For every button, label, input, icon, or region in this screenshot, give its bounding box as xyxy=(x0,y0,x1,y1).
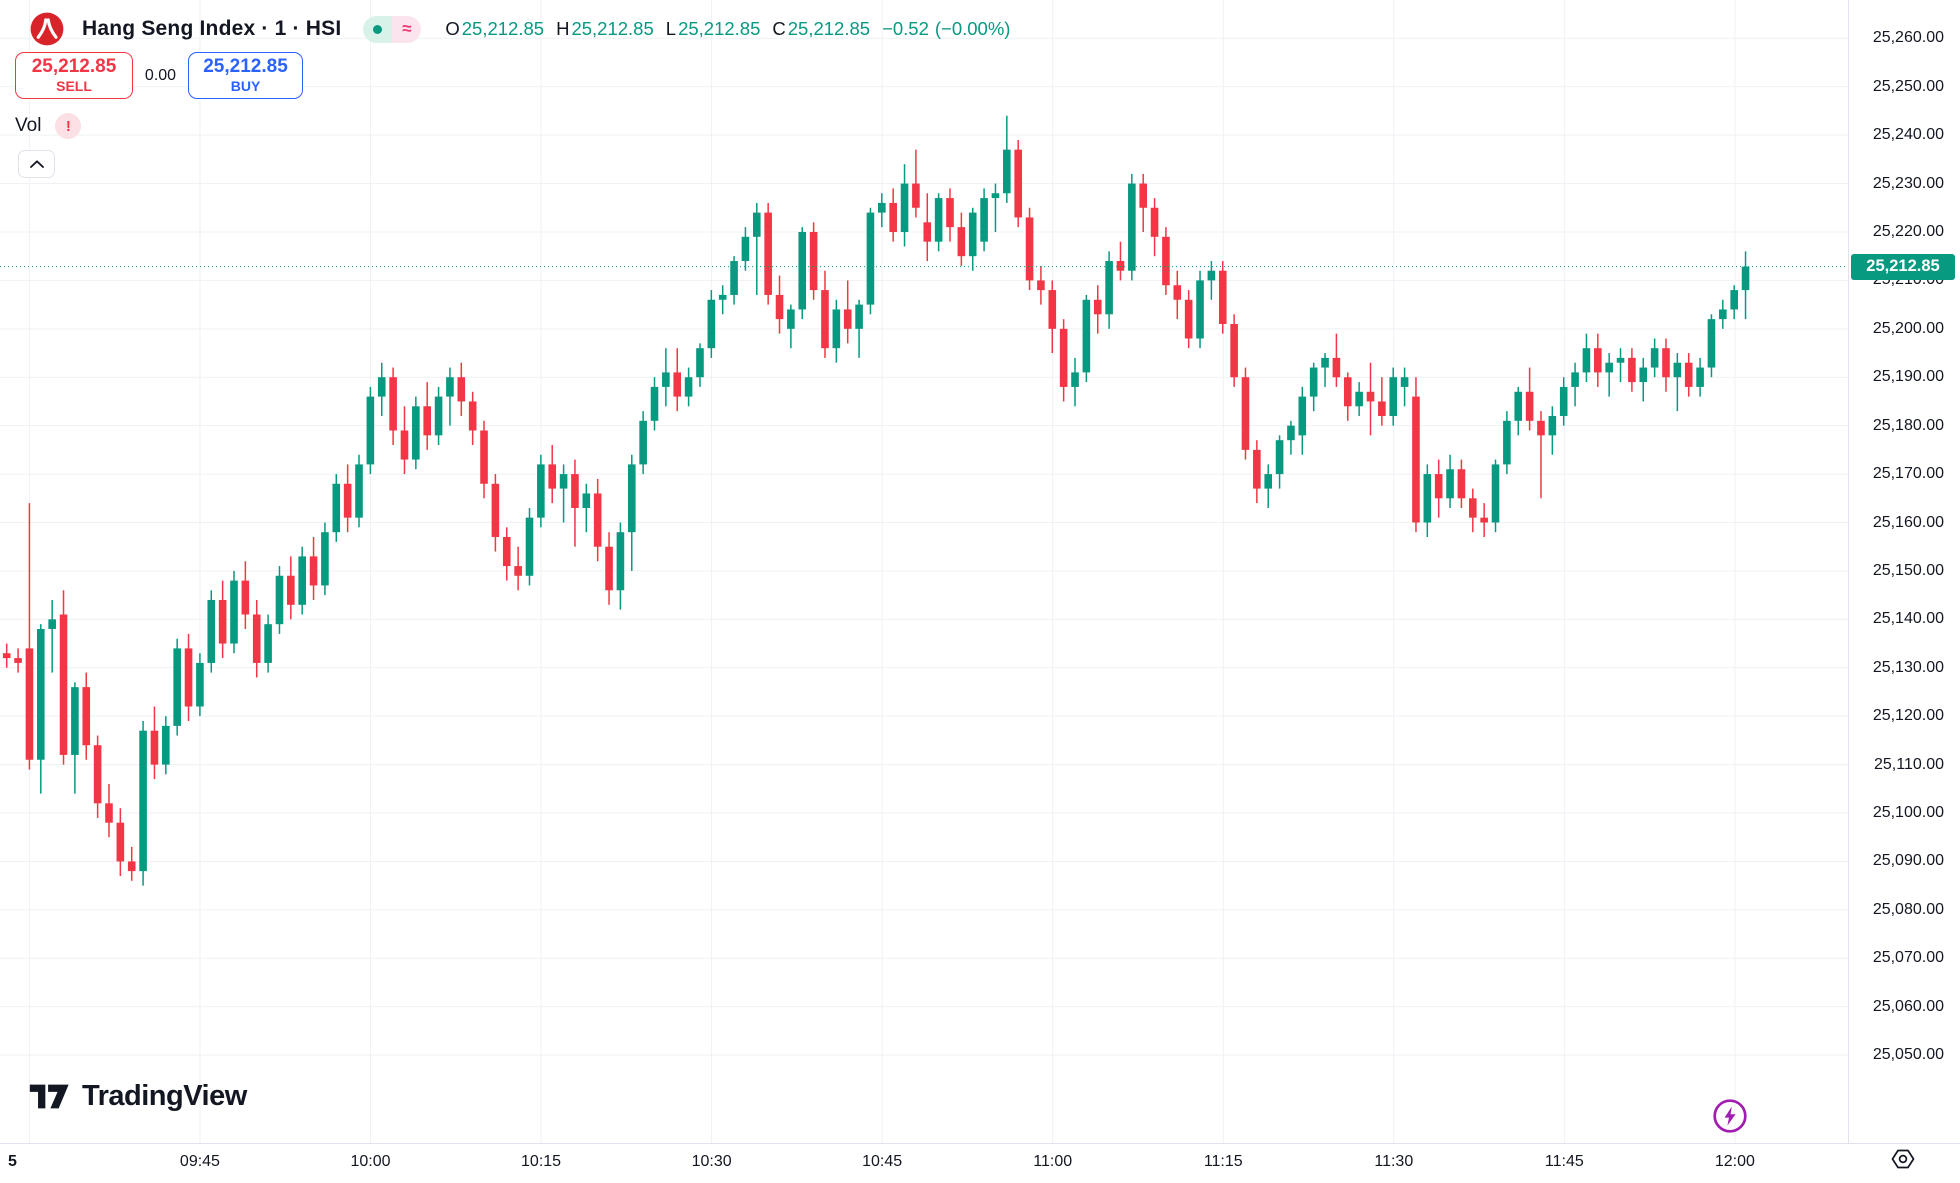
price-axis-label: 25,050.00 xyxy=(1872,1046,1944,1064)
time-axis-label: 11:15 xyxy=(1203,1153,1243,1170)
time-axis-label: 10:15 xyxy=(521,1153,562,1170)
price-axis-label: 25,110.00 xyxy=(1874,755,1944,773)
collapse-indicators-button[interactable] xyxy=(18,150,55,178)
price-axis-label: 25,160.00 xyxy=(1872,513,1944,531)
price-axis-label: 25,180.00 xyxy=(1872,416,1944,434)
market-open-dot-icon xyxy=(373,24,383,34)
lightning-bolt-icon xyxy=(1713,1099,1747,1133)
volume-label: Vol xyxy=(15,115,42,136)
price-axis-label: 25,120.00 xyxy=(1872,707,1944,725)
price-axis-label: 25,220.00 xyxy=(1872,222,1944,240)
spread-value: 0.00 xyxy=(144,66,177,84)
price-axis-label: 25,260.00 xyxy=(1872,29,1944,47)
price-axis-label: 25,060.00 xyxy=(1872,997,1944,1015)
time-axis-label: 10:45 xyxy=(862,1153,903,1170)
hexagon-settings-icon xyxy=(1891,1149,1915,1169)
close-label: C xyxy=(772,18,786,39)
high-label: H xyxy=(556,18,570,39)
close-value: 25,212.85 xyxy=(787,18,871,39)
tradingview-logo-icon xyxy=(29,1084,69,1109)
price-axis-label: 25,150.00 xyxy=(1872,561,1944,579)
instant-trading-button[interactable] xyxy=(1711,1097,1749,1140)
sell-button[interactable]: 25,212.85 SELL xyxy=(15,52,133,99)
open-value: 25,212.85 xyxy=(461,18,545,39)
price-axis-label: 25,190.00 xyxy=(1872,368,1944,386)
chevron-up-icon xyxy=(29,160,44,168)
approx-icon: ≈ xyxy=(402,19,412,38)
time-axis-label: 10:00 xyxy=(350,1153,391,1170)
price-axis-label: 25,170.00 xyxy=(1872,465,1944,483)
time-axis-day-label: 5 xyxy=(8,1153,17,1170)
sell-price: 25,212.85 xyxy=(31,55,117,77)
price-axis-label: 25,080.00 xyxy=(1872,900,1944,918)
low-label: L xyxy=(665,18,677,39)
volume-indicator-row: Vol ! xyxy=(15,112,82,140)
price-axis-label: 25,090.00 xyxy=(1872,852,1944,870)
market-open-indicator xyxy=(363,15,393,43)
time-axis-label: 11:00 xyxy=(1033,1153,1073,1170)
tradingview-brand[interactable]: TradingView xyxy=(28,1080,247,1113)
open-label: O xyxy=(445,18,460,39)
change-percent: (−0.00%) xyxy=(934,18,1011,39)
delayed-data-indicator: ≈ xyxy=(392,15,422,43)
buy-button[interactable]: 25,212.85 BUY xyxy=(188,52,303,99)
price-axis-label: 25,250.00 xyxy=(1872,77,1944,95)
timezone-settings-button[interactable] xyxy=(1890,1147,1916,1176)
buy-price: 25,212.85 xyxy=(203,55,288,77)
price-axis-label: 25,200.00 xyxy=(1872,319,1944,337)
time-axis-label: 10:30 xyxy=(691,1153,732,1170)
candlestick-plot[interactable] xyxy=(0,0,1848,1143)
time-axis-label: 11:30 xyxy=(1374,1153,1414,1170)
symbol-header: Hang Seng Index · 1 · HSI ≈ O 25,212.85 … xyxy=(30,10,1010,48)
time-axis-label: 11:45 xyxy=(1544,1153,1584,1170)
current-price-badge: 25,212.85 xyxy=(1851,253,1955,280)
sell-label: SELL xyxy=(56,77,92,94)
price-axis-label: 25,070.00 xyxy=(1872,949,1944,967)
brand-name: TradingView xyxy=(82,1080,247,1112)
trade-buttons-row: 25,212.85 SELL 0.00 25,212.85 BUY xyxy=(15,52,303,99)
high-value: 25,212.85 xyxy=(571,18,654,39)
price-axis-label: 25,140.00 xyxy=(1872,610,1944,628)
symbol-title[interactable]: Hang Seng Index · 1 · HSI xyxy=(82,17,342,40)
market-status-pill[interactable]: ≈ xyxy=(363,15,422,43)
low-value: 25,212.85 xyxy=(678,18,761,39)
price-axis-label: 25,230.00 xyxy=(1872,174,1944,192)
time-axis[interactable]: 5 09:45 10:00 10:15 10:30 10:45 11:00 11:15 11:3… xyxy=(0,1143,1960,1183)
volume-warning-badge[interactable]: ! xyxy=(55,113,82,139)
hang-seng-logo-icon xyxy=(30,12,64,46)
change-value: −0.52 xyxy=(882,18,929,39)
price-axis-label: 25,240.00 xyxy=(1872,126,1944,144)
time-axis-label: 12:00 xyxy=(1714,1153,1755,1170)
time-axis-label: 09:45 xyxy=(179,1153,220,1170)
price-axis-label: 25,100.00 xyxy=(1872,804,1944,822)
price-axis[interactable]: 25,212.85 25,260.00 25,250.00 25,240.00 25,… xyxy=(1848,0,1960,1143)
buy-label: BUY xyxy=(230,77,261,94)
ohlc-readout: O 25,212.85 H 25,212.85 L 25,212.85 C 25… xyxy=(445,18,1010,40)
price-axis-label: 25,130.00 xyxy=(1872,658,1944,676)
